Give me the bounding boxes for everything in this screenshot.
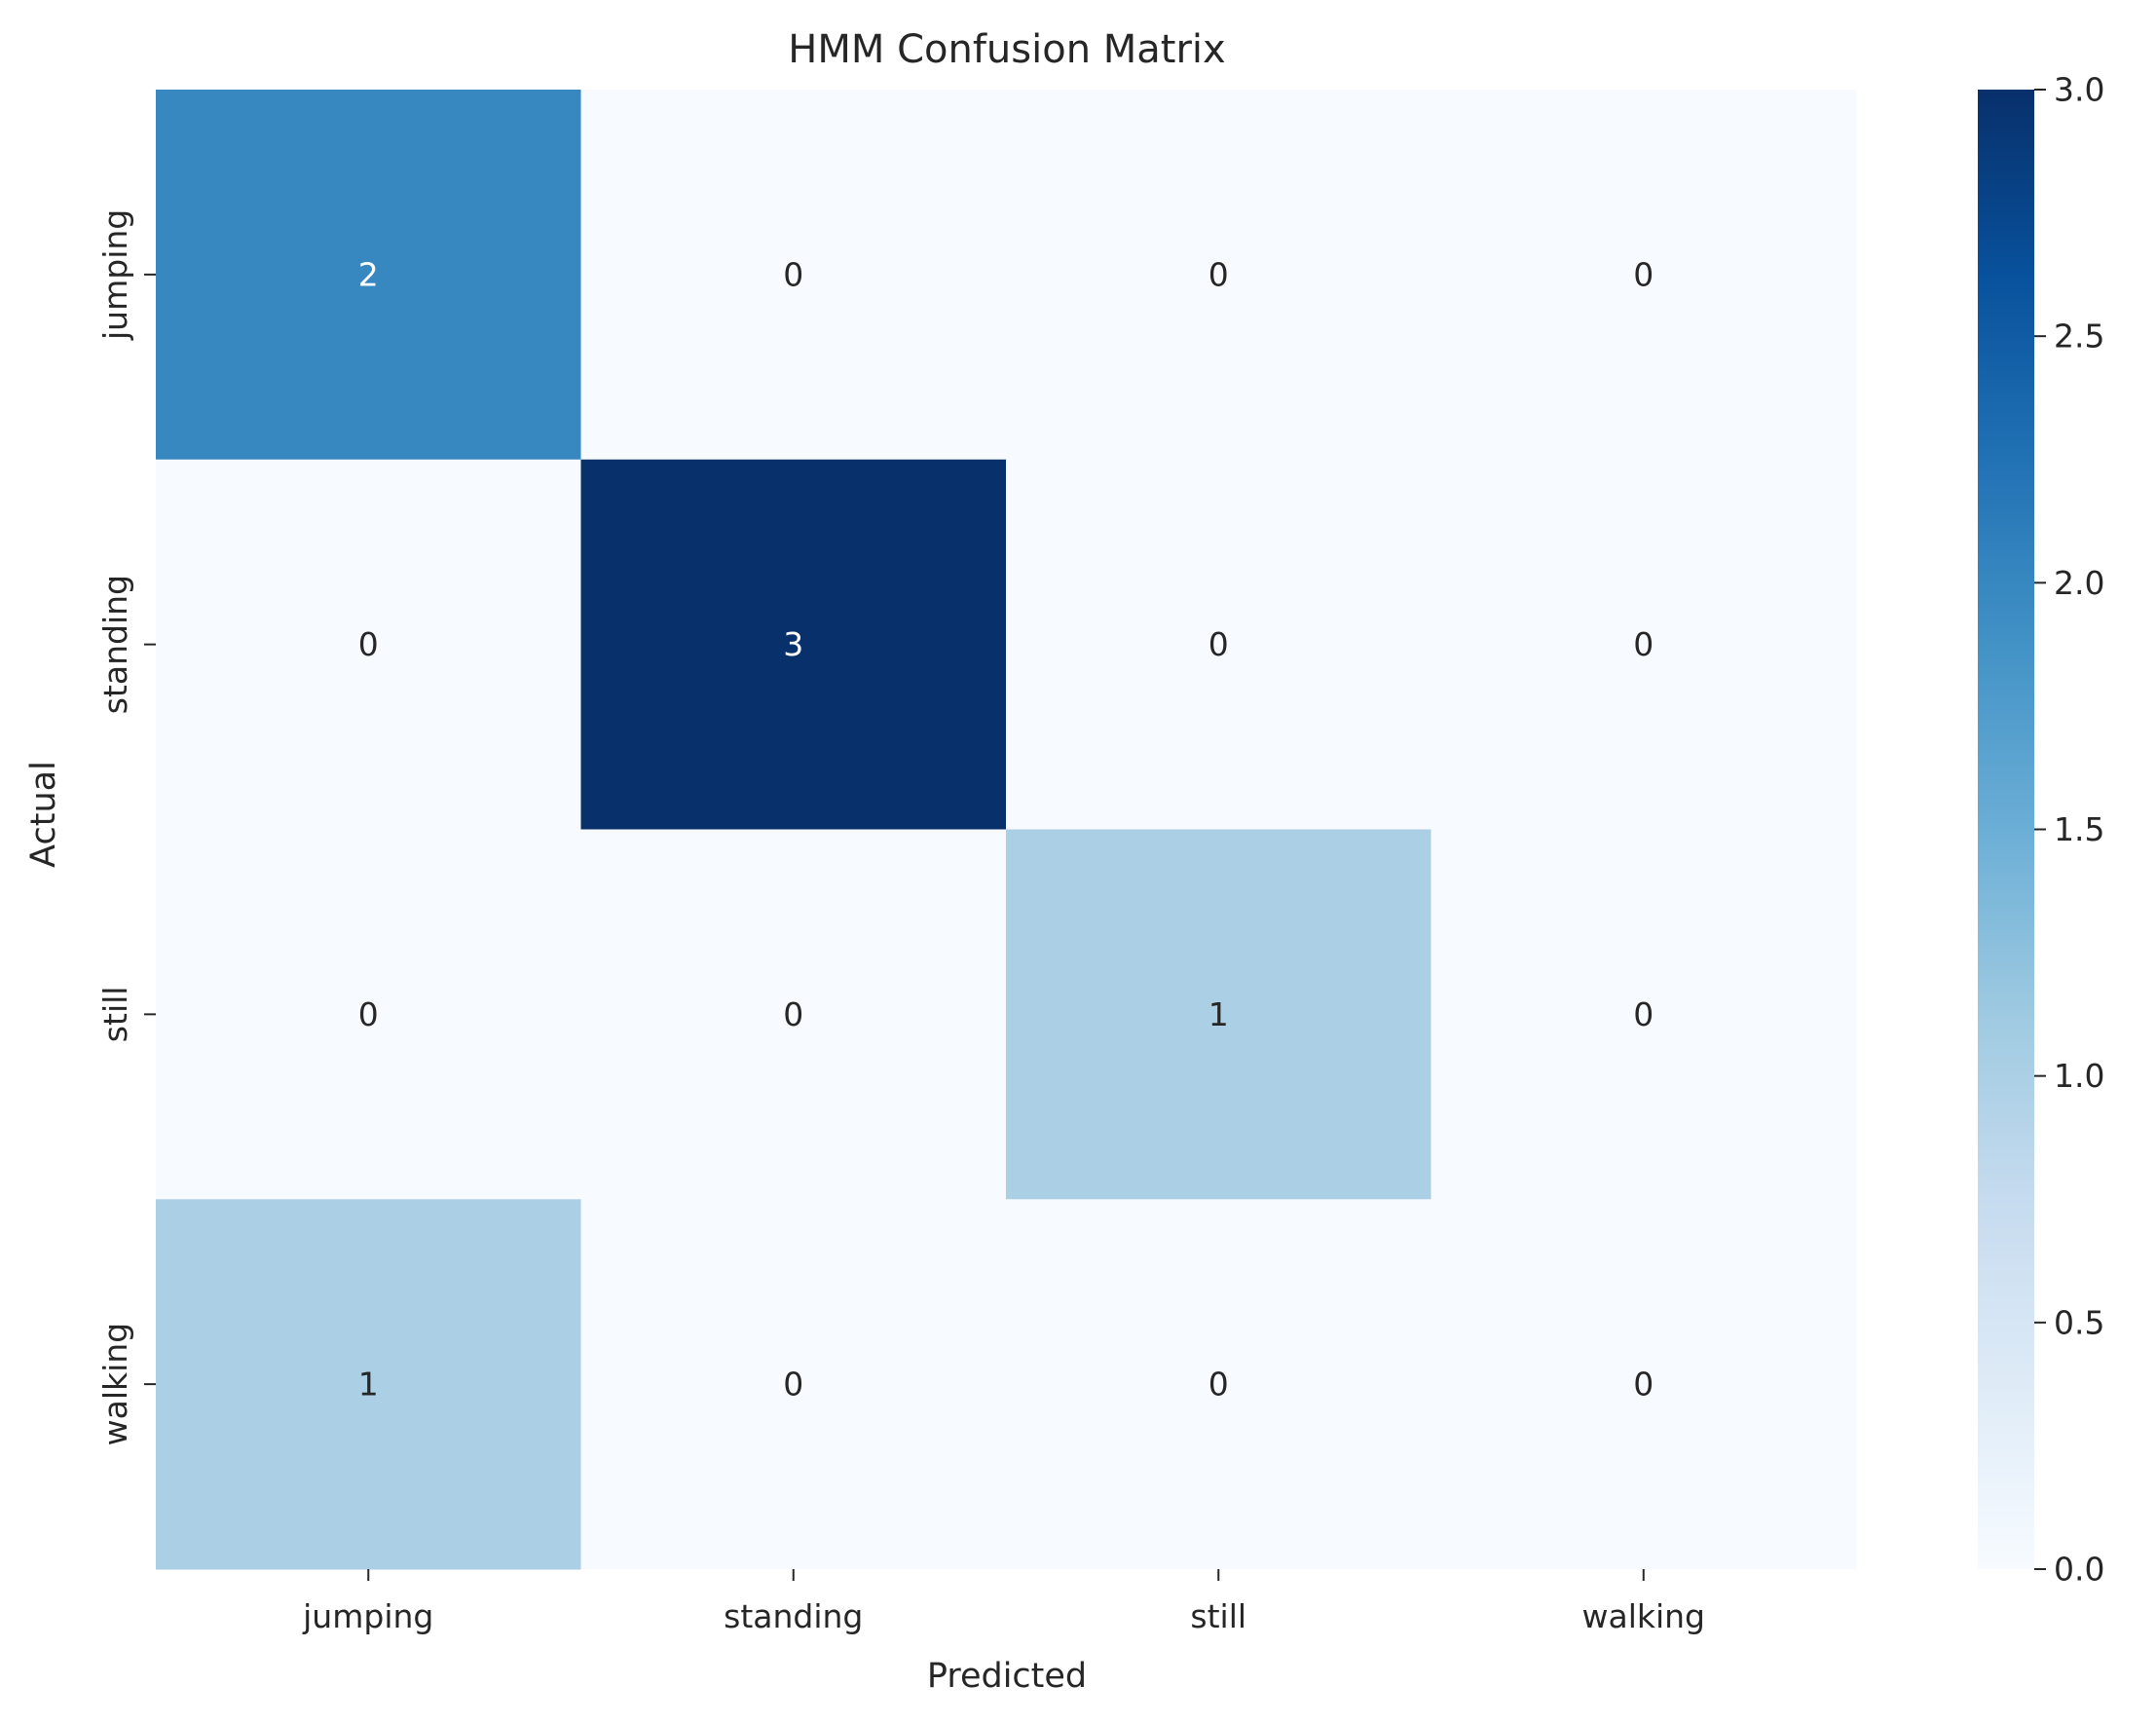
- colorbar-tick-label: 0.0: [2054, 1551, 2104, 1589]
- heatmap-cell-label: 0: [1633, 255, 1654, 293]
- heatmap-cell: [1006, 1199, 1431, 1570]
- heatmap-cell: [580, 90, 1007, 461]
- heatmap-cell: [156, 1199, 581, 1570]
- heatmap-cell-label: 1: [358, 1366, 379, 1404]
- x-axis-title: Predicted: [927, 1657, 1087, 1696]
- heatmap-cell-label: 0: [783, 255, 803, 293]
- y-tick-label: standing: [96, 575, 134, 714]
- heatmap-cell: [1431, 829, 1857, 1200]
- heatmap-cell: [156, 829, 581, 1200]
- heatmap-cell: [1006, 829, 1431, 1200]
- y-axis: jumping standing still walking: [96, 209, 156, 1446]
- heatmap-cell-label: 0: [783, 1366, 803, 1404]
- heatmap-cells: [156, 90, 1857, 1570]
- y-axis-title: Actual: [24, 761, 63, 868]
- heatmap-cell-label: 0: [1208, 1366, 1229, 1404]
- heatmap-cell: [156, 90, 581, 461]
- colorbar-tick-label: 2.0: [2054, 564, 2104, 602]
- colorbar: [1978, 90, 2034, 1569]
- heatmap-cell-label: 0: [1633, 1366, 1654, 1404]
- colorbar-tick-label: 0.5: [2054, 1303, 2104, 1341]
- heatmap-cell-label: 3: [783, 625, 803, 663]
- heatmap-cell: [1431, 1199, 1857, 1570]
- colorbar-gradient: [1978, 90, 2034, 1569]
- heatmap-cell-label: 1: [1208, 995, 1229, 1033]
- heatmap-cell: [1006, 459, 1431, 830]
- heatmap-cell: [580, 829, 1007, 1200]
- heatmap-cell-label: 0: [783, 995, 803, 1033]
- heatmap-cell-labels: 2 0 0 0 0 3 0 0 0 0 1 0 1 0 0 0: [358, 255, 1654, 1403]
- heatmap-cell: [156, 459, 581, 830]
- heatmap-cell: [1431, 90, 1857, 461]
- heatmap-cell-label: 0: [1633, 995, 1654, 1033]
- colorbar-tick-label: 3.0: [2054, 71, 2104, 109]
- colorbar-tick-label: 2.5: [2054, 318, 2104, 356]
- x-axis: jumping standing still walking: [302, 1569, 1705, 1635]
- colorbar-tick-label: 1.5: [2054, 810, 2104, 848]
- heatmap-cell-label: 0: [1208, 255, 1229, 293]
- chart-title: HMM Confusion Matrix: [788, 27, 1225, 72]
- y-tick-label: walking: [96, 1323, 134, 1446]
- y-tick-label: jumping: [96, 209, 134, 341]
- x-tick-label: jumping: [302, 1597, 433, 1635]
- heatmap-cell: [580, 459, 1007, 830]
- x-tick-label: still: [1190, 1597, 1246, 1635]
- heatmap-cell-label: 0: [358, 995, 379, 1033]
- heatmap-cell: [1006, 90, 1431, 461]
- heatmap-cell-label: 0: [358, 625, 379, 663]
- x-tick-label: walking: [1581, 1597, 1705, 1635]
- heatmap-cell: [580, 1199, 1007, 1570]
- y-tick-label: still: [96, 987, 134, 1043]
- heatmap-cell-label: 2: [358, 255, 379, 293]
- colorbar-ticks: 0.0 0.5 1.0 1.5 2.0 2.5 3.0: [2034, 71, 2104, 1589]
- colorbar-tick-label: 1.0: [2054, 1057, 2104, 1095]
- heatmap-cell-label: 0: [1633, 625, 1654, 663]
- heatmap-cell: [1431, 459, 1857, 830]
- heatmap-cell-label: 0: [1208, 625, 1229, 663]
- x-tick-label: standing: [724, 1597, 863, 1635]
